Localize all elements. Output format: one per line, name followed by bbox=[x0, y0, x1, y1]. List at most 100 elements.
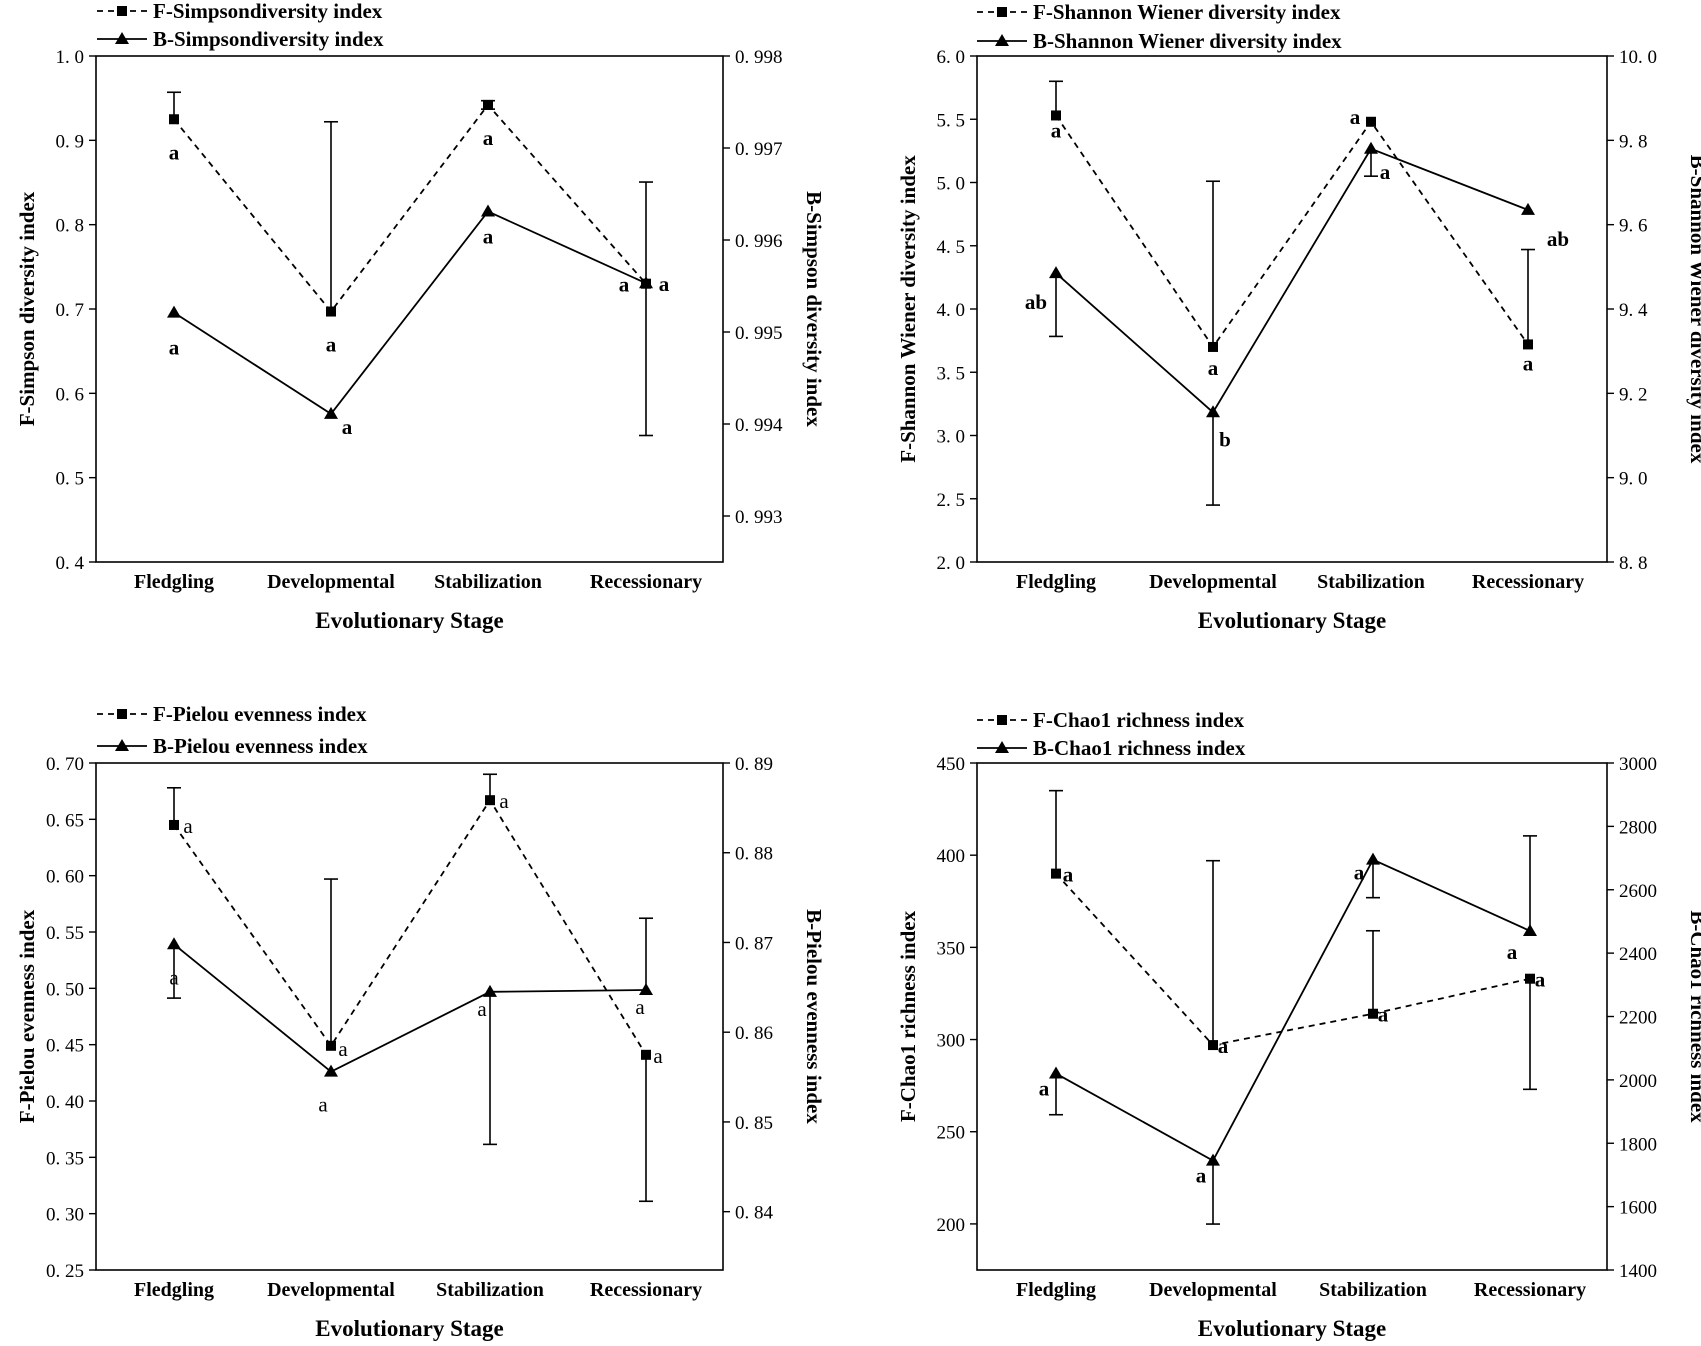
chart-panel-2: 2. 0 2. 5 3. 0 3. 5 4. 0 4. 5 5. 0 5. 5 6. 0 8. 8… bbox=[896, 0, 1701, 633]
x-axis-title: Evolutionary Stage bbox=[315, 1316, 503, 1341]
x-axis-title: Evolutionary Stage bbox=[315, 608, 503, 633]
data-point-triangle bbox=[1523, 923, 1537, 936]
plot-frame bbox=[976, 55, 1608, 563]
y-right-tick-label: 0. 88 bbox=[735, 844, 773, 865]
data-point-square bbox=[169, 114, 179, 125]
y-right-tick-label: 8. 8 bbox=[1619, 553, 1648, 574]
significance-label: a bbox=[183, 814, 193, 838]
data-point-triangle bbox=[1049, 266, 1063, 279]
data-point-square bbox=[641, 1049, 651, 1060]
significance-label: a bbox=[635, 995, 645, 1019]
significance-label: a bbox=[619, 273, 630, 297]
data-point-triangle bbox=[324, 406, 338, 419]
y-right-tick-label: 2600 bbox=[1619, 881, 1657, 902]
significance-label: a bbox=[1218, 1034, 1229, 1058]
series-line-2 bbox=[1055, 858, 1531, 1162]
y-left-tick-label: 450 bbox=[937, 754, 966, 775]
x-category-label: Fledgling bbox=[1016, 1279, 1096, 1301]
series-line-1 bbox=[173, 103, 647, 313]
plot-frame bbox=[95, 55, 724, 563]
y-left-tick-label: 2. 5 bbox=[937, 490, 966, 511]
significance-label: a bbox=[326, 333, 337, 357]
series-line-2 bbox=[173, 210, 647, 416]
y-left-tick-label: 0. 8 bbox=[56, 216, 85, 237]
y-left-tick-label: 0. 60 bbox=[46, 867, 84, 888]
significance-label: b bbox=[1219, 427, 1231, 451]
significance-label: a bbox=[1535, 968, 1546, 992]
y-right-axis-title: B-Pielou evenness index bbox=[802, 909, 826, 1124]
y-right-tick-label: 1600 bbox=[1619, 1198, 1657, 1219]
data-point-triangle bbox=[1521, 202, 1535, 215]
data-point-square bbox=[1366, 116, 1376, 127]
significance-label: a bbox=[1507, 940, 1518, 964]
legend-label: F-Pielou evenness index bbox=[153, 702, 367, 726]
legend-marker-triangle bbox=[995, 34, 1009, 46]
y-right-tick-label: 0. 993 bbox=[735, 507, 783, 528]
x-category-label: Stabilization bbox=[1317, 571, 1425, 593]
x-category-label: Stabilization bbox=[436, 1279, 544, 1301]
y-right-axis-title: B-Simpson diversity index bbox=[802, 191, 826, 427]
y-right-tick-label: 9. 4 bbox=[1619, 300, 1648, 321]
y-left-tick-label: 0. 50 bbox=[46, 979, 84, 1000]
significance-label: a bbox=[499, 789, 509, 813]
y-left-axis-title: F-Chao1 richness index bbox=[896, 910, 920, 1122]
y-left-tick-label: 0. 25 bbox=[46, 1261, 84, 1282]
significance-label: ab bbox=[1547, 227, 1569, 251]
x-category-label: Recessionary bbox=[590, 1279, 702, 1301]
significance-label: a bbox=[1350, 105, 1361, 129]
x-category-label: Recessionary bbox=[590, 571, 702, 593]
series-line-1 bbox=[1055, 114, 1529, 349]
data-point-square bbox=[1051, 868, 1061, 879]
data-point-square bbox=[1208, 1040, 1218, 1051]
y-left-tick-label: 0. 45 bbox=[46, 1036, 84, 1057]
x-category-label: Developmental bbox=[1149, 1279, 1277, 1301]
legend-label: F-Simpsondiversity index bbox=[153, 0, 383, 23]
y-left-tick-label: 5. 5 bbox=[937, 110, 966, 131]
significance-label: a bbox=[338, 1037, 348, 1061]
series-line-1 bbox=[1055, 873, 1531, 1047]
legend-marker-square bbox=[997, 715, 1007, 725]
data-point-square bbox=[1208, 341, 1218, 352]
data-point-square bbox=[1368, 1008, 1378, 1019]
data-point-triangle bbox=[1364, 141, 1378, 154]
significance-label: a bbox=[1354, 861, 1365, 885]
y-left-tick-label: 0. 30 bbox=[46, 1205, 84, 1226]
y-left-tick-label: 250 bbox=[937, 1123, 966, 1144]
x-category-label: Fledgling bbox=[1016, 571, 1096, 593]
significance-label: a bbox=[1378, 1003, 1389, 1027]
data-point-triangle bbox=[1206, 405, 1220, 418]
significance-label: a bbox=[1039, 1077, 1050, 1101]
y-right-tick-label: 2200 bbox=[1619, 1008, 1657, 1029]
y-left-tick-label: 2. 0 bbox=[937, 553, 966, 574]
data-point-triangle bbox=[167, 937, 181, 950]
y-left-axis-title: F-Shannon Wiener diversity index bbox=[896, 155, 920, 463]
data-point-square bbox=[169, 819, 179, 830]
significance-label: a bbox=[477, 997, 487, 1021]
data-point-square bbox=[1523, 339, 1533, 350]
y-right-tick-label: 2400 bbox=[1619, 944, 1657, 965]
y-right-tick-label: 9. 6 bbox=[1619, 216, 1648, 237]
significance-label: a bbox=[659, 272, 670, 296]
data-point-triangle bbox=[639, 276, 653, 289]
y-right-tick-label: 9. 8 bbox=[1619, 131, 1648, 152]
data-point-triangle bbox=[481, 204, 495, 217]
y-left-tick-label: 0. 9 bbox=[56, 131, 85, 152]
data-point-square bbox=[326, 306, 336, 317]
data-point-square bbox=[485, 795, 495, 806]
y-right-axis-title: B-Shannon Wiener diversity index bbox=[1686, 155, 1701, 464]
y-left-tick-label: 0. 35 bbox=[46, 1148, 84, 1169]
y-right-axis-title: B-Chao1 richness index bbox=[1686, 910, 1701, 1123]
significance-label: a bbox=[483, 224, 494, 248]
legend-label: B-Simpsondiversity index bbox=[153, 27, 384, 51]
plot-frame bbox=[976, 762, 1608, 1271]
y-left-tick-label: 400 bbox=[937, 846, 966, 867]
y-left-tick-label: 350 bbox=[937, 938, 966, 959]
y-left-axis-title: F-Pielou evenness index bbox=[15, 909, 39, 1123]
y-right-tick-label: 9. 2 bbox=[1619, 384, 1648, 405]
significance-label: a bbox=[1208, 356, 1219, 380]
y-left-tick-label: 3. 5 bbox=[937, 363, 966, 384]
significance-label: a bbox=[653, 1044, 663, 1068]
y-left-tick-label: 0. 5 bbox=[56, 469, 85, 490]
significance-label: a bbox=[169, 336, 180, 360]
y-right-tick-label: 0. 996 bbox=[735, 231, 783, 252]
